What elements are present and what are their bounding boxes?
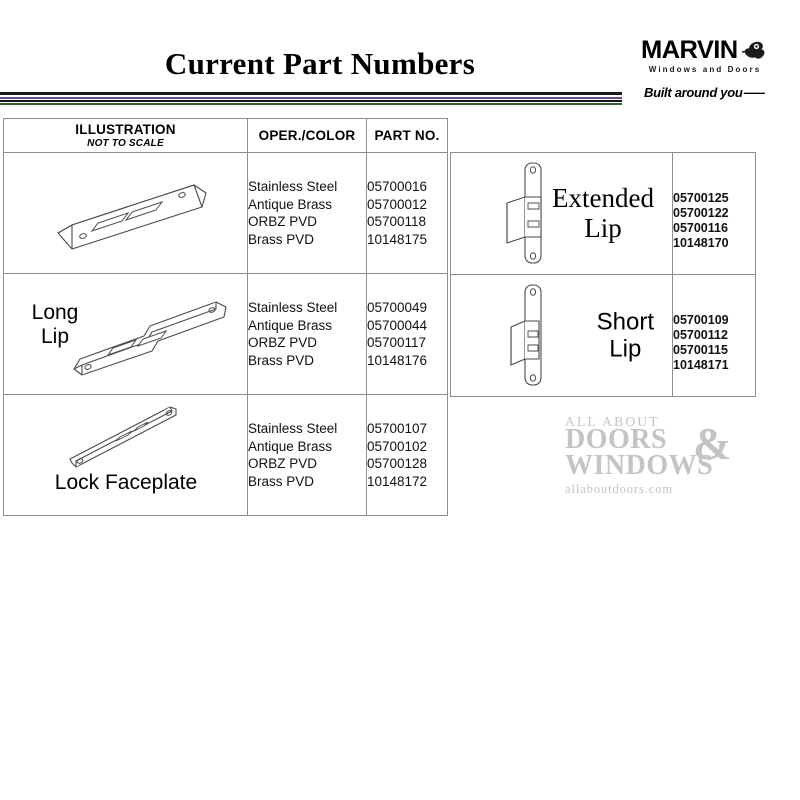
oper-color-cell: Stainless Steel Antique Brass ORBZ PVD B… (247, 394, 367, 516)
short-lip-strike-icon (499, 281, 569, 389)
marvin-leaf-icon (740, 40, 766, 62)
part-no-cell-extended-lip: 05700125 05700122 05700116 10148170 (672, 152, 756, 275)
illustration-cell-long-lip: Long Lip (3, 273, 248, 395)
watermark-line-windows: WINDOWS (565, 449, 714, 481)
watermark-line-doors: DOORS (565, 423, 668, 455)
part-no-cell: 05700107 05700102 05700128 10148172 (366, 394, 448, 516)
title-divider-rule (0, 92, 622, 105)
marvin-brand-logo: MARVIN Windows and Doors Built around yo… (614, 38, 794, 101)
illustration-cell-flat-plate (3, 152, 248, 274)
watermark-ampersand: & (693, 418, 732, 469)
illustration-label-extended-lip: Extended Lip (552, 182, 654, 244)
brand-tagline: Built around you⸺ (644, 85, 764, 100)
illustration-label-lock-faceplate: Lock Faceplate (54, 471, 198, 494)
brand-wordmark: MARVIN (641, 36, 738, 64)
watermark-url: allaboutdoors.com (565, 482, 673, 497)
oper-color-cell: Stainless Steel Antique Brass ORBZ PVD B… (247, 273, 367, 395)
illustration-cell-lock-faceplate: Lock Faceplate (3, 394, 248, 516)
table-row: Lock Faceplate (3, 394, 448, 516)
table-header-row: ILLUSTRATION NOT TO SCALE OPER./COLOR PA… (3, 118, 448, 153)
column-header-illustration-label: ILLUSTRATION (75, 122, 176, 137)
table-row: Extended Lip 05700125 05700122 05700116 … (450, 152, 756, 275)
table-row: Long Lip (3, 273, 448, 395)
part-no-cell: 05700016 05700012 05700118 10148175 (366, 152, 448, 274)
illustration-cell-short-lip: Short Lip (450, 274, 673, 397)
part-no-list: 05700109 05700112 05700115 10148171 (673, 312, 729, 372)
table-row: Short Lip 05700109 05700112 05700115 101… (450, 274, 756, 397)
lock-faceplate-icon (60, 403, 200, 475)
lip-strike-part-numbers-table: Extended Lip 05700125 05700122 05700116 … (450, 152, 756, 397)
column-header-illustration: ILLUSTRATION NOT TO SCALE (3, 118, 248, 153)
illustration-label-short-lip: Short Lip (596, 308, 654, 363)
part-no-cell: 05700049 05700044 05700117 10148176 (366, 273, 448, 395)
flat-plate-icon (52, 167, 212, 263)
long-lip-plate-icon (66, 289, 236, 381)
brand-subline: Windows and Doors (648, 65, 762, 74)
illustration-cell-extended-lip: Extended Lip (450, 152, 673, 275)
table-row: Stainless Steel Antique Brass ORBZ PVD B… (3, 152, 448, 274)
page-title: Current Part Numbers (164, 46, 476, 81)
column-header-illustration-sublabel: NOT TO SCALE (87, 138, 164, 149)
brand-wordmark-row: MARVIN (614, 38, 794, 63)
illustration-label-long-lip: Long Lip (31, 301, 79, 348)
oper-color-cell: Stainless Steel Antique Brass ORBZ PVD B… (247, 152, 367, 274)
column-header-part-no: PART NO. (366, 118, 448, 153)
column-header-oper-color: OPER./COLOR (247, 118, 367, 153)
part-no-list: 05700125 05700122 05700116 10148170 (673, 190, 729, 250)
part-no-cell-short-lip: 05700109 05700112 05700115 10148171 (672, 274, 756, 397)
extended-lip-strike-icon (499, 159, 569, 267)
current-part-numbers-table: ILLUSTRATION NOT TO SCALE OPER./COLOR PA… (3, 118, 448, 516)
allaboutdoors-watermark: ALL ABOUT DOORS WINDOWS & allaboutdoors.… (565, 415, 780, 497)
watermark-line-all-about: ALL ABOUT (565, 414, 660, 429)
